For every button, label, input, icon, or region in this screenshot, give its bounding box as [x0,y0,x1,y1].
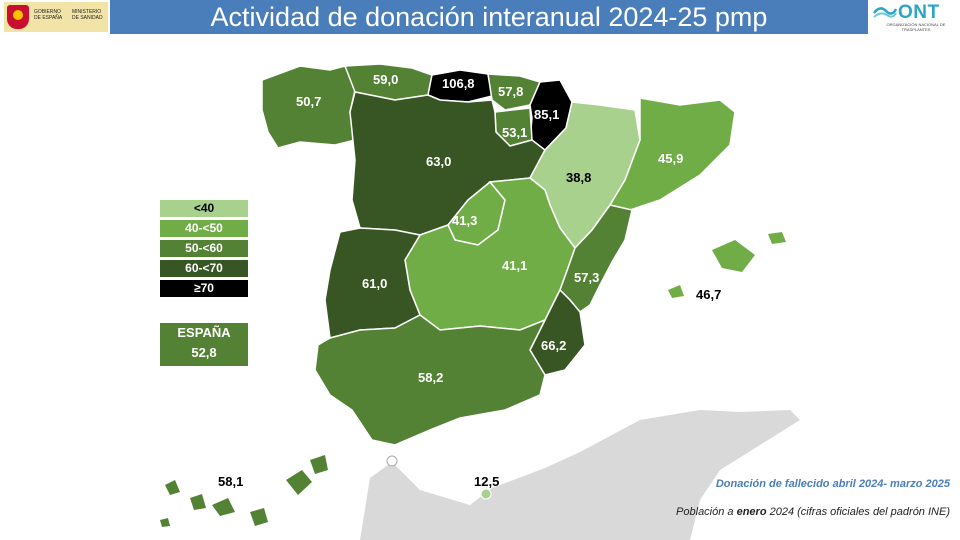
page-title: Actividad de donación interanual 2024-25… [210,2,768,32]
ont-subtitle: ORGANIZACIÓN NACIONAL DE TRASPLANTES [886,22,946,32]
value-baleares: 46,7 [696,287,722,302]
legend: <40 40-<50 50-<60 60-<70 ≥70 [160,200,248,300]
spain-map [160,63,800,540]
value-castilla-leon: 63,0 [426,154,452,169]
national-total-box: ESPAÑA 52,8 [160,323,248,366]
header: GOBIERNO DE ESPAÑA MINISTERIO DE SANIDAD… [0,0,960,34]
national-label: ESPAÑA [177,325,231,340]
value-galicia: 50,7 [296,94,322,109]
ont-name: ONT [898,2,940,23]
region-canarias [160,455,328,527]
ont-wave-icon [873,7,898,18]
coat-of-arms-icon [7,5,29,29]
region-andalucia [314,314,547,446]
value-pais-vasco: 57,8 [498,84,524,99]
africa-landmass [360,410,800,540]
legend-item-lt40: <40 [160,200,248,217]
value-cataluna: 45,9 [658,151,684,166]
value-canarias: 58,1 [218,474,244,489]
title-bar: Actividad de donación interanual 2024-25… [110,0,868,34]
ont-logo: ONT ORGANIZACIÓN NACIONAL DE TRASPLANTES [868,0,960,34]
value-cantabria: 106,8 [442,76,475,91]
value-andalucia: 58,2 [418,370,444,385]
population-note: Población a enero 2024 (cifras oficiales… [676,506,950,518]
value-navarra: 85,1 [534,107,560,122]
value-madrid: 41,3 [452,213,478,228]
value-aragon: 38,8 [566,170,592,185]
region-cataluna [608,97,736,211]
legend-item-40-50: 40-<50 [160,220,248,237]
national-value: 52,8 [191,345,217,360]
value-asturias: 59,0 [373,72,399,87]
legend-item-ge70: ≥70 [160,280,248,297]
ceuta-dot [386,455,398,467]
value-castilla-la-mancha: 41,1 [502,258,528,273]
government-logo: GOBIERNO DE ESPAÑA MINISTERIO DE SANIDAD [4,2,108,32]
region-baleares [668,232,786,298]
value-la-rioja: 53,1 [502,125,528,140]
ministry-text: MINISTERIO DE SANIDAD [72,9,103,21]
legend-item-50-60: 50-<60 [160,240,248,257]
value-ceuta-melilla: 12,5 [474,474,500,489]
government-text: GOBIERNO DE ESPAÑA [34,9,63,21]
value-valencia: 57,3 [574,270,600,285]
melilla-dot [480,488,492,500]
value-murcia: 66,2 [541,338,567,353]
legend-item-60-70: 60-<70 [160,260,248,277]
period-note: Donación de fallecido abril 2024- marzo … [715,478,950,490]
value-extremadura: 61,0 [362,276,388,291]
